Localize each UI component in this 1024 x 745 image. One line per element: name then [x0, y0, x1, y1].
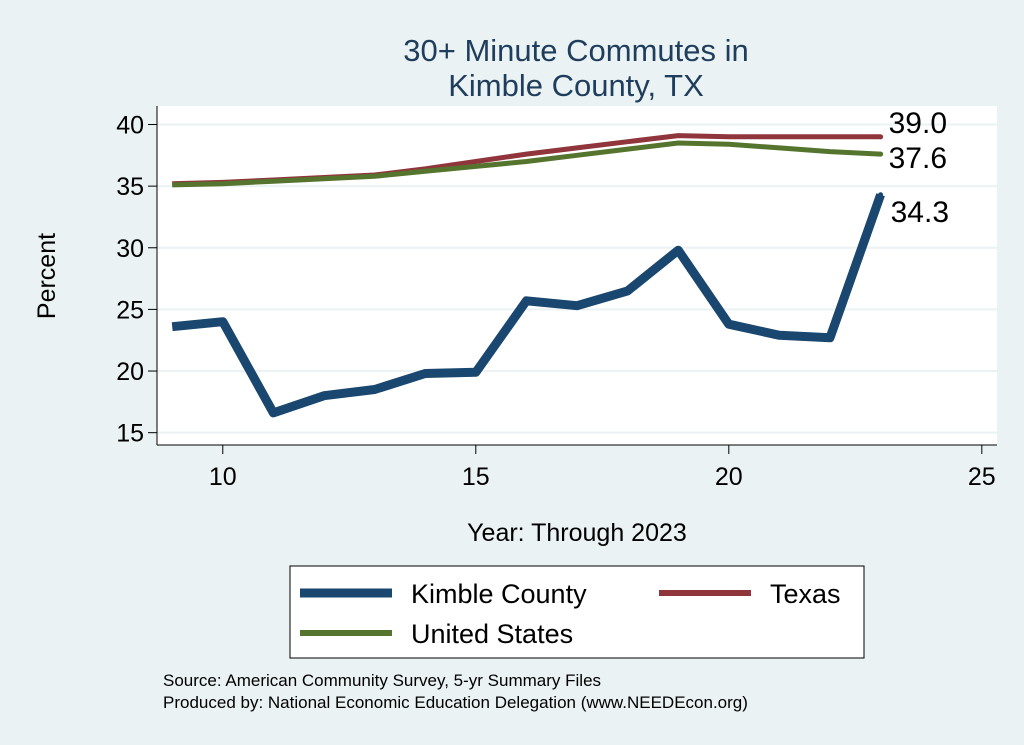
legend-box — [289, 565, 865, 659]
end-marker-kimble-county — [878, 192, 884, 198]
x-tick-label-10: 10 — [209, 463, 237, 491]
y-tick-label-30: 30 — [116, 235, 144, 263]
source-note: Source: American Community Survey, 5-yr … — [163, 671, 601, 690]
legend-label-texas: Texas — [770, 579, 841, 609]
end-marker-united-states — [878, 151, 884, 157]
end-labels: 39.037.6 34.3 — [889, 107, 949, 229]
y-tick-label-25: 25 — [116, 296, 144, 324]
end-label-kimble-county: 34.3 — [891, 196, 949, 229]
y-tick-label-20: 20 — [116, 358, 144, 386]
series-line-united-states — [172, 140, 881, 188]
series-line-kimble-county — [171, 193, 885, 418]
producer-note: Produced by: National Economic Education… — [163, 693, 748, 712]
series-lines — [171, 133, 885, 418]
x-axis-title: Year: Through 2023 — [467, 519, 687, 547]
legend-label-united-states: United States — [411, 619, 573, 649]
chart-title-line-1: 30+ Minute Commutes in — [403, 33, 748, 68]
end-label-texas: 39.0 — [889, 107, 947, 140]
y-tick-label-15: 15 — [116, 420, 144, 448]
y-axis-title: Percent — [33, 233, 61, 319]
x-tick-label-15: 15 — [462, 463, 490, 491]
x-tick-label-25: 25 — [968, 463, 996, 491]
y-tick-label-35: 35 — [116, 173, 144, 201]
y-tick-label-40: 40 — [116, 111, 144, 139]
end-label-united-states: 37.6 — [889, 142, 947, 175]
end-marker-texas — [878, 134, 884, 140]
axes: 15 20 25 30 35 40 10 15 20 25 — [116, 106, 997, 491]
legend-label-kimble-county: Kimble County — [411, 579, 587, 609]
chart-title-line-2: Kimble County, TX — [448, 68, 704, 103]
plot-area — [157, 106, 997, 445]
legend: Kimble County Texas United States — [289, 565, 865, 659]
x-tick-label-20: 20 — [715, 463, 743, 491]
